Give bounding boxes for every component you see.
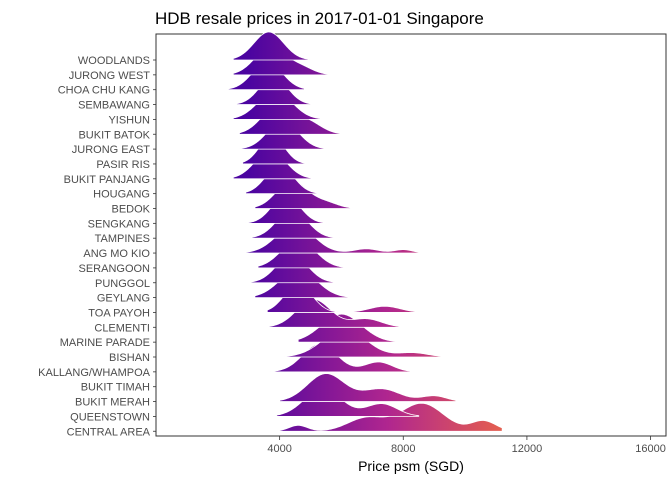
y-tick-label: BUKIT MERAH [75,397,150,409]
y-tick-label: PASIR RIS [96,159,150,171]
x-axis: 4000 8000 12000 16000 [267,436,666,455]
y-tick-label: HOUGANG [93,189,150,201]
y-tick-label: CHOA CHU KANG [58,85,150,97]
y-axis: WOODLANDS JURONG WEST CHOA CHU KANG SEMBAWA… [38,55,156,438]
y-tick-label: BEDOK [111,204,150,216]
y-tick-label: CLEMENTI [94,322,150,334]
y-tick-label: YISHUN [108,114,150,126]
y-tick-label: TAMPINES [95,233,150,245]
chart-title: HDB resale prices in 2017-01-01 Singapor… [155,9,484,28]
y-tick-label: GEYLANG [97,293,150,305]
y-tick-label: BUKIT BATOK [78,129,150,141]
ridge-woodlands [232,31,311,61]
y-tick-label: SERANGOON [78,263,150,275]
plot-panel [155,33,667,437]
y-tick-label: BISHAN [109,352,150,364]
x-tick-label: 16000 [635,443,666,455]
ridge-clementi [254,298,404,328]
ridge-bukit-merah [279,373,457,402]
ridges-layer [226,31,503,432]
y-tick-label: JURONG WEST [69,70,151,82]
x-tick-label: 8000 [391,443,415,455]
y-tick-label: ANG MO KIO [83,248,150,260]
y-tick-label: TOA PAYOH [88,307,150,319]
y-tick-label: QUEENSTOWN [70,411,150,423]
y-tick-label: BUKIT PANJANG [64,174,150,186]
ridge-marine-parade [297,313,398,343]
y-tick-label: CENTRAL AREA [67,426,151,438]
x-tick-label: 4000 [267,443,291,455]
y-tick-label: BUKIT TIMAH [81,382,150,394]
y-tick-label: SEMBAWANG [78,100,150,112]
y-tick-label: JURONG EAST [72,144,151,156]
y-tick-label: WOODLANDS [78,55,150,67]
y-tick-label: SENGKANG [88,218,150,230]
x-axis-label: Price psm (SGD) [358,458,464,474]
y-tick-label: PUNGGOL [95,278,150,290]
y-tick-label: MARINE PARADE [60,337,150,349]
y-tick-label: KALLANG/WHAMPOA [38,367,151,379]
x-tick-label: 12000 [512,443,543,455]
